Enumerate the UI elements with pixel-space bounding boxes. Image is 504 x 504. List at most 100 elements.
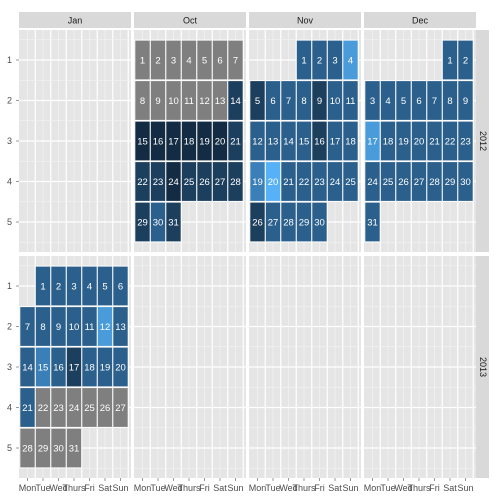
tile-label: 28 [283,218,294,229]
tile [112,265,129,307]
x-tick-label: Sun [342,483,358,493]
x-tick-label: Fri [199,483,210,493]
tile-label: 12 [100,322,111,333]
facet-strip-dec [364,12,476,28]
tile [227,161,244,202]
tile-label: 23 [460,137,471,148]
tile-label: 11 [184,96,194,107]
tile-label: 23 [314,177,325,188]
tile-label: 31 [69,444,80,455]
facet-strip-2013 [474,256,489,478]
tile-label: 31 [367,218,378,229]
x-tick-label: Sat [213,483,227,493]
tile-label: 2 [155,56,160,67]
tile-label: 18 [184,137,195,148]
tile-label: 22 [38,403,49,414]
tile [364,201,381,243]
tile-label: 30 [153,218,164,229]
panel-jan-2012 [19,30,131,252]
tile-label: 20 [115,363,126,374]
tile-label: 19 [199,137,210,148]
tile-label: 12 [252,137,263,148]
x-tick-label: Mon [134,483,152,493]
tile-label: 14 [230,96,241,107]
tile [457,80,474,121]
tile-label: 29 [137,218,148,229]
tile-label: 21 [230,137,241,148]
x-tick-label: Thurs [407,483,431,493]
x-tick-label: Thurs [292,483,316,493]
x-tick-label: Fri [429,483,440,493]
tile-label: 30 [314,218,325,229]
tile-label: 25 [184,177,195,188]
tile-label: 29 [299,218,310,229]
tile [342,161,359,202]
tile [457,39,474,81]
tile [112,387,129,428]
x-tick-label: Sun [112,483,128,493]
tile-label: 1 [140,56,145,67]
tile-label: 20 [215,137,226,148]
tile [457,120,474,162]
x-tick-label: Thurs [62,483,86,493]
facet-strip-nov [249,12,361,28]
tile-label: 4 [87,282,92,293]
tile-label: 5 [102,282,107,293]
tile [457,161,474,202]
x-tick-label: Mon [364,483,382,493]
tile-label: 11 [346,96,356,107]
tile-label: 10 [168,96,179,107]
tile-label: 26 [100,403,111,414]
tile-label: 3 [370,96,375,107]
tile-label: 13 [215,96,226,107]
facet-strip-label: Nov [297,16,314,26]
tile-label: 24 [69,403,80,414]
y-tick-label: 2 [7,96,12,106]
tile-label: 31 [168,218,179,229]
x-tick-label: Sat [98,483,112,493]
x-tick-label: Sun [457,483,473,493]
tile-label: 19 [100,363,111,374]
tile-label: 1 [40,282,45,293]
tile-label: 21 [429,137,440,148]
tile-label: 20 [268,177,279,188]
tile-label: 21 [283,177,294,188]
tile-label: 19 [398,137,409,148]
y-tick-label: 4 [7,403,12,413]
tile-label: 16 [53,363,64,374]
tile [66,427,83,469]
x-tick-label: Fri [84,483,95,493]
tile-label: 18 [84,363,95,374]
tile-label: 2 [56,282,61,293]
tile [227,39,244,81]
tile-label: 5 [255,96,260,107]
tile-label: 24 [367,177,378,188]
x-tick-label: Sat [328,483,342,493]
tile-label: 9 [463,96,468,107]
tile-label: 24 [330,177,341,188]
y-tick-label: 5 [7,443,12,453]
tile-label: 23 [53,403,64,414]
x-tick-label: Tue [150,483,165,493]
tile-label: 28 [429,177,440,188]
tile-label: 15 [137,137,148,148]
tile-label: 26 [398,177,409,188]
tile-label: 22 [299,177,310,188]
x-tick-label: Wed [394,483,412,493]
tile-label: 10 [69,322,80,333]
tile-label: 17 [367,137,378,148]
tile-label: 3 [171,56,176,67]
facet-strip-label: Oct [183,16,198,26]
tile-label: 6 [416,96,421,107]
tile-label: 25 [84,403,95,414]
tile-label: 6 [217,56,222,67]
tile-label: 25 [345,177,356,188]
tile-label: 6 [270,96,275,107]
tile-label: 9 [56,322,61,333]
tile [342,39,359,81]
y-tick-label: 5 [7,217,12,227]
x-tick-label: Mon [249,483,267,493]
tile-label: 16 [153,137,164,148]
tile-label: 21 [22,403,33,414]
